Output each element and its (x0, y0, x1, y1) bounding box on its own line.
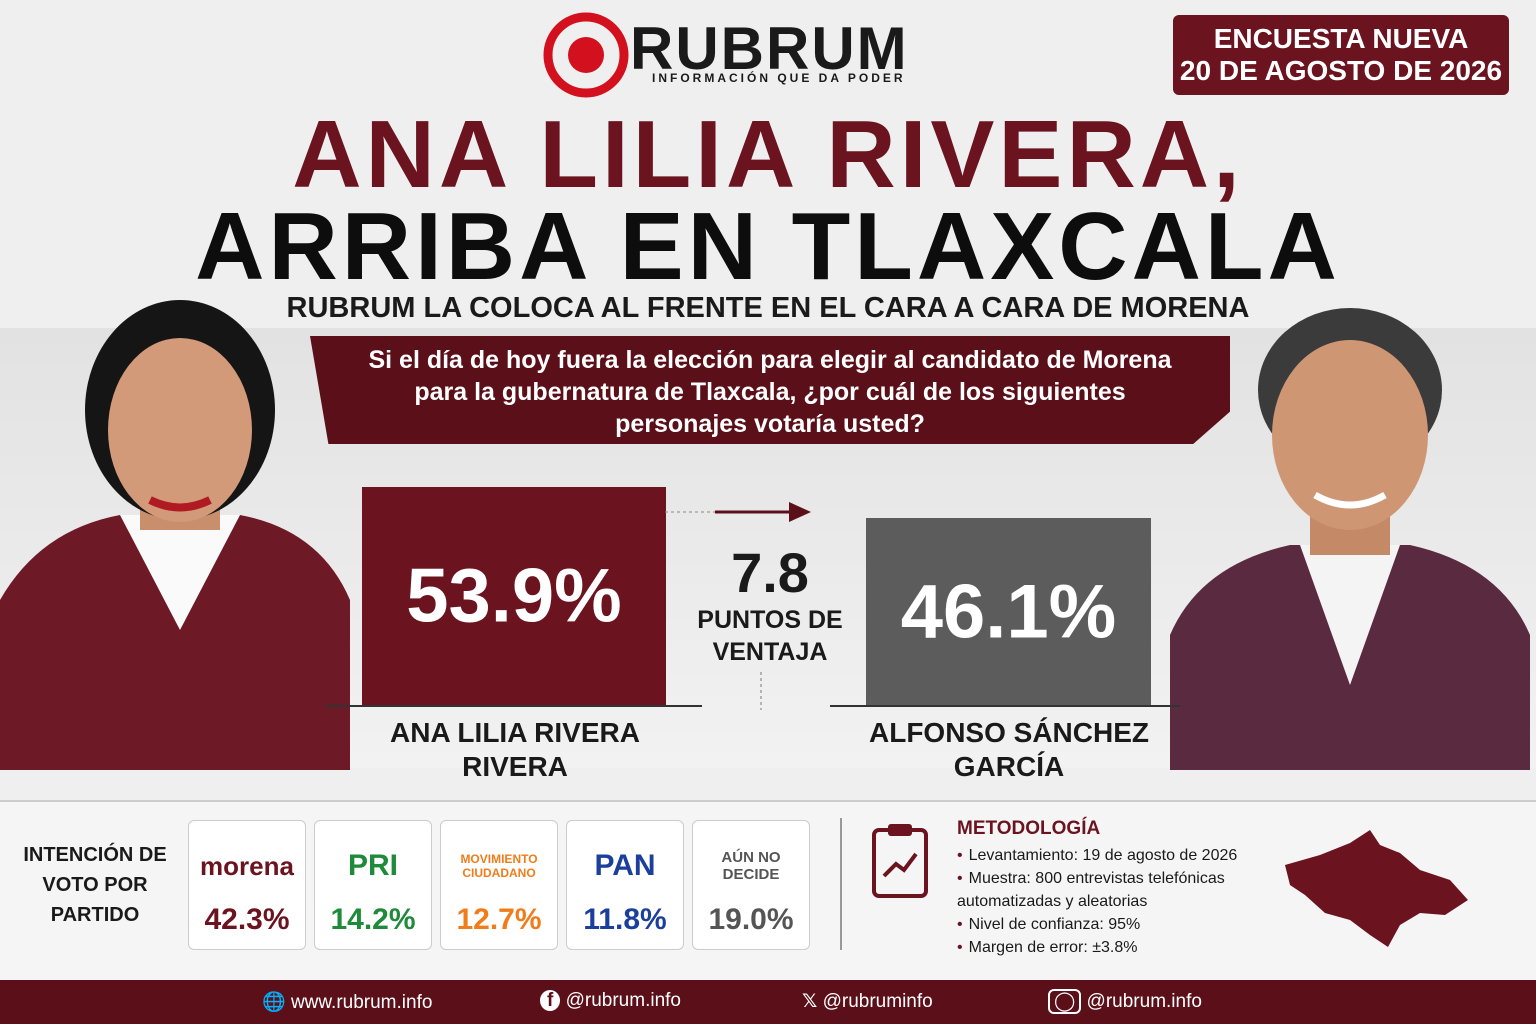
party-label: AÚN NO DECIDE (721, 849, 781, 883)
footer-link[interactable]: ◯ @rubrum.info (1048, 989, 1202, 1014)
party-card: PAN 11.8% (566, 820, 684, 950)
methodology-list: Levantamiento: 19 de agosto de 2026 Mues… (957, 844, 1267, 959)
party-label: PRI (347, 849, 398, 882)
methodology-item: Nivel de confianza: 95% (957, 913, 1267, 936)
value-label: 46.1% (900, 569, 1117, 655)
party-label: MOVIMIENTO CIUDADANO (460, 852, 538, 880)
party-card: AÚN NO DECIDE 19.0% (692, 820, 810, 950)
methodology-item: Levantamiento: 19 de agosto de 2026 (957, 844, 1267, 867)
methodology-title: METODOLOGÍA (957, 818, 1101, 839)
arrow (665, 502, 811, 710)
headline: ANA LILIA RIVERA, (292, 101, 1244, 208)
badge-line: ENCUESTA NUEVA (1213, 23, 1469, 54)
party-value: 19.0% (708, 903, 794, 936)
baseline (326, 705, 702, 707)
candidate-name: ANA LILIA RIVERA RIVERA (390, 717, 640, 782)
question: Si el día de hoy fuera la elección para … (310, 336, 1230, 444)
methodology-item: Muestra: 800 entrevistas telefónicas aut… (957, 867, 1267, 913)
headline: ARRIBA EN TLAXCALA (195, 193, 1341, 300)
lead-value: 7.8 (731, 541, 809, 604)
party-card: MOVIMIENTO CIUDADANO 12.7% (440, 820, 558, 950)
party-label: PAN (594, 849, 656, 882)
parties-heading: INTENCIÓN DE VOTO POR PARTIDO (23, 844, 167, 926)
party-value: 11.8% (583, 903, 667, 936)
party-value: 14.2% (330, 903, 416, 936)
footer-link[interactable]: 𝕏 @rubruminfo (802, 991, 933, 1012)
footer-link[interactable]: f @rubrum.info (540, 990, 681, 1012)
logo-mark (543, 12, 629, 98)
value-label: 53.9% (406, 553, 622, 639)
party-value: 12.7% (456, 903, 542, 936)
footer-link[interactable]: 🌐 www.rubrum.info (262, 992, 433, 1013)
bar: 46.1% (866, 518, 1151, 705)
link-text[interactable]: @rubruminfo (822, 991, 933, 1012)
footer (0, 980, 1536, 1024)
brand: RUBRUM (630, 15, 909, 82)
party-value: 42.3% (204, 903, 290, 936)
bar: 53.9% (362, 486, 666, 705)
baseline (830, 705, 1180, 707)
portrait-left (0, 300, 350, 770)
lead-text: PUNTOS DE VENTAJA (697, 606, 843, 666)
link-text[interactable]: @rubrum.info (1086, 991, 1202, 1012)
party-card: PRI 14.2% (314, 820, 432, 950)
state-map (1285, 830, 1468, 947)
tagline: INFORMACIÓN QUE DA PODER (652, 71, 906, 85)
divider (840, 818, 842, 950)
candidate-name: ALFONSO SÁNCHEZ GARCÍA (869, 717, 1149, 782)
badge: ENCUESTA NUEVA 20 DE AGOSTO DE 2026 (1173, 15, 1509, 95)
party-label: morena (200, 850, 294, 881)
subtitle: RUBRUM LA COLOCA AL FRENTE EN EL CARA A … (286, 292, 1250, 324)
link-text[interactable]: www.rubrum.info (290, 992, 433, 1013)
link-text[interactable]: @rubrum.info (565, 990, 681, 1011)
clipboard-icon (872, 824, 928, 898)
party-card: morena 42.3% (188, 820, 306, 950)
methodology-item: Margen de error: ±3.8% (957, 936, 1267, 959)
portrait-right (1170, 308, 1530, 770)
badge-line: 20 DE AGOSTO DE 2026 (1179, 55, 1503, 86)
